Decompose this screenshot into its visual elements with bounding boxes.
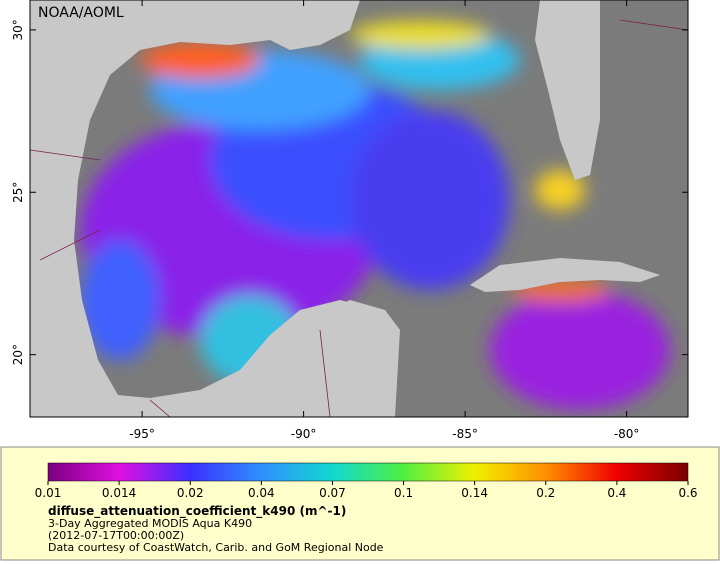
lat-label: 30° [11, 19, 25, 40]
land-west [30, 0, 400, 417]
credit-bg [34, 3, 134, 23]
lat-label: 25° [11, 182, 25, 203]
colorbar-label: 0.01 [35, 486, 62, 500]
colorbar-label: 0.4 [607, 486, 626, 500]
florida [360, 0, 600, 180]
lat-label: 20° [11, 344, 25, 365]
lon-label: -90° [291, 427, 317, 441]
lon-label: -95° [129, 427, 155, 441]
k490-field [80, 21, 670, 410]
cuba [470, 258, 660, 292]
credit: NOAA/AOML [38, 5, 124, 21]
colorbar-label: 0.2 [536, 486, 555, 500]
map [30, 0, 688, 417]
colorbar-label: 0.02 [177, 486, 204, 500]
legend-line: (2012-07-17T00:00:00Z) [48, 529, 184, 542]
colorbar-label: 0.6 [678, 486, 697, 500]
colorbar [47, 462, 689, 482]
colorbar-label: 0.04 [248, 486, 275, 500]
colorbar-label: 0.1 [394, 486, 413, 500]
lon-label: -80° [614, 427, 640, 441]
colorbar-label: 0.14 [461, 486, 488, 500]
lon-label: -85° [452, 427, 478, 441]
borders [30, 19, 688, 417]
colorbar-label: 0.014 [102, 486, 136, 500]
map-frame [29, 0, 689, 418]
colorbar-label: 0.07 [319, 486, 346, 500]
legend-line: Data courtesy of CoastWatch, Carib. and … [48, 541, 384, 554]
variable-name: diffuse_attenuation_coefficient_k490 (m^… [48, 504, 346, 519]
legend-line: 3-Day Aggregated MODIS Aqua K490 [48, 517, 252, 530]
yucatan [300, 300, 400, 417]
